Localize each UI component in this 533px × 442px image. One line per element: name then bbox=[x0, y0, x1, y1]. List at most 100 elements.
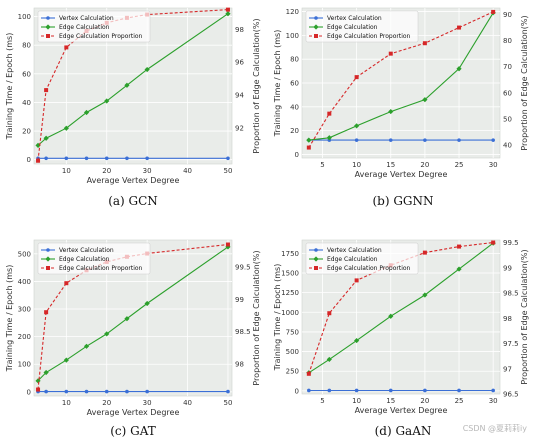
data-point bbox=[388, 51, 393, 56]
x-axis-label: Average Vertex Degree bbox=[355, 170, 448, 179]
y2-tick-label: 80 bbox=[503, 37, 512, 45]
data-point bbox=[145, 389, 149, 394]
data-point bbox=[64, 389, 69, 394]
y-tick-label: 0 bbox=[295, 387, 299, 395]
y-tick-label: 20 bbox=[290, 127, 299, 135]
y-axis-label: Training Time / Epoch (ms) bbox=[5, 265, 14, 373]
legend-label: Vertex Calculation bbox=[327, 247, 382, 254]
data-point bbox=[327, 388, 332, 393]
legend-marker bbox=[46, 16, 50, 20]
x-tick-label: 10 bbox=[352, 397, 361, 405]
y-tick-label: 500 bbox=[18, 250, 31, 258]
watermark: CSDN @夏莉莉iy bbox=[462, 424, 527, 433]
y2-tick-label: 99.5 bbox=[503, 239, 519, 247]
y-tick-label: 300 bbox=[18, 306, 31, 314]
y-tick-label: 200 bbox=[18, 333, 31, 341]
data-point bbox=[64, 281, 69, 286]
y-tick-label: 250 bbox=[286, 368, 299, 376]
figure-caption: (b) GGNN bbox=[372, 194, 433, 208]
data-point bbox=[491, 240, 496, 245]
x-tick-label: 20 bbox=[420, 161, 429, 169]
data-point bbox=[354, 388, 359, 393]
data-point bbox=[307, 388, 311, 393]
data-point bbox=[63, 357, 69, 363]
data-point bbox=[491, 138, 495, 142]
data-point bbox=[422, 41, 427, 46]
legend-label: Edge Calculation Proportion bbox=[59, 33, 143, 40]
data-point bbox=[354, 138, 359, 142]
y2-tick-label: 50 bbox=[503, 115, 512, 123]
x-tick-label: 40 bbox=[183, 399, 192, 407]
data-point bbox=[225, 11, 231, 17]
y-axis-label: Training Time / Epoch (ms) bbox=[273, 30, 282, 138]
x-tick-label: 5 bbox=[320, 397, 324, 405]
data-point bbox=[422, 97, 428, 103]
data-point bbox=[36, 158, 41, 163]
data-point bbox=[456, 266, 462, 272]
series-line-1 bbox=[37, 13, 229, 146]
legend-marker bbox=[314, 34, 318, 38]
y-tick-label: 100 bbox=[18, 13, 31, 21]
x-tick-label: 15 bbox=[386, 397, 395, 405]
x-axis-label: Average Vertex Degree bbox=[355, 406, 448, 415]
legend-marker bbox=[46, 34, 50, 38]
y2-tick-label: 92 bbox=[235, 124, 244, 132]
data-point bbox=[44, 310, 49, 315]
figure-caption: (a) GCN bbox=[108, 194, 158, 208]
y2-tick-label: 60 bbox=[503, 89, 512, 97]
x-tick-label: 30 bbox=[143, 399, 152, 407]
data-point bbox=[104, 331, 110, 337]
x-tick-label: 15 bbox=[386, 161, 395, 169]
y2-axis-label: Proportion of Edge Calculation(%) bbox=[520, 249, 529, 384]
legend-marker bbox=[314, 248, 318, 252]
data-point bbox=[63, 125, 69, 131]
y-tick-label: 60 bbox=[22, 70, 31, 78]
data-point bbox=[457, 388, 461, 393]
y-tick-label: 120 bbox=[286, 8, 299, 16]
data-point bbox=[491, 9, 496, 14]
data-point bbox=[124, 82, 130, 88]
legend-label: Edge Calculation bbox=[59, 256, 110, 263]
data-point bbox=[457, 138, 461, 142]
data-point bbox=[35, 142, 41, 148]
data-point bbox=[44, 88, 49, 93]
legend-box bbox=[305, 10, 419, 43]
data-point bbox=[354, 123, 360, 129]
x-tick-label: 25 bbox=[455, 397, 464, 405]
x-tick-label: 30 bbox=[489, 397, 498, 405]
data-point bbox=[225, 7, 230, 12]
data-point bbox=[64, 45, 69, 50]
y2-tick-label: 70 bbox=[503, 63, 512, 71]
data-point bbox=[326, 356, 332, 363]
y2-tick-label: 96.5 bbox=[503, 391, 519, 399]
legend-marker bbox=[46, 248, 50, 252]
data-point bbox=[84, 156, 89, 161]
legend-marker bbox=[45, 256, 51, 262]
data-point bbox=[354, 278, 359, 283]
x-tick-label: 10 bbox=[62, 399, 71, 407]
data-point bbox=[306, 145, 311, 150]
x-tick-label: 10 bbox=[352, 161, 361, 169]
y-tick-label: 80 bbox=[22, 42, 31, 50]
chart-panel-0: 10 20 30 40 50 0 20 40 60 80 100 92 94 96 98 Average Ve… bbox=[5, 7, 261, 208]
y2-tick-label: 99.5 bbox=[235, 264, 251, 272]
y2-axis-label: Proportion of Edge Calculation(%) bbox=[252, 18, 261, 153]
data-point bbox=[354, 75, 359, 80]
data-point bbox=[144, 66, 150, 73]
y-tick-label: 100 bbox=[286, 32, 299, 40]
y2-tick-label: 97.5 bbox=[503, 340, 519, 348]
data-point bbox=[388, 313, 394, 319]
chart-panel-2: 10 20 30 40 5001002003004005009898.59999.5Av… bbox=[5, 239, 261, 438]
data-point bbox=[388, 388, 393, 393]
data-point bbox=[36, 387, 41, 392]
y2-tick-label: 99 bbox=[235, 296, 244, 304]
y-tick-label: 40 bbox=[290, 103, 299, 111]
y-tick-label: 100 bbox=[18, 361, 31, 369]
data-point bbox=[226, 156, 230, 161]
y-tick-label: 0 bbox=[295, 151, 299, 159]
data-point bbox=[423, 138, 427, 142]
data-point bbox=[327, 311, 332, 316]
data-point bbox=[388, 108, 394, 115]
legend-box bbox=[37, 242, 151, 275]
data-point bbox=[145, 156, 149, 161]
